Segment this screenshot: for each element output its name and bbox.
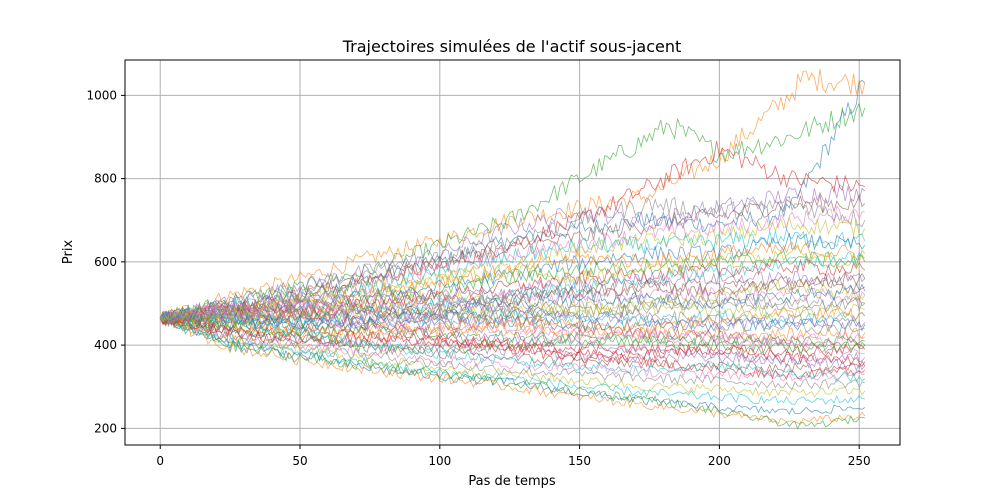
trajectory-line: [159, 304, 866, 380]
trajectory-line: [159, 271, 866, 324]
trajectory-line: [160, 312, 865, 390]
trajectory-line: [160, 296, 865, 335]
x-axis-label: Pas de temps: [468, 474, 556, 489]
trajectory-line: [159, 245, 866, 324]
plot-frame: [124, 59, 901, 446]
y-tick-label: 1000: [86, 88, 117, 102]
x-tick-label: 0: [156, 454, 164, 468]
y-tick-label: 800: [94, 172, 117, 186]
trajectory-line: [159, 314, 865, 430]
y-axis-label: Prix: [61, 240, 76, 265]
trajectory-line: [159, 251, 865, 325]
y-tick-label: 600: [94, 255, 117, 269]
trajectory-line: [159, 313, 866, 355]
trajectory-line: [159, 300, 865, 326]
trajectory-line: [160, 287, 866, 332]
trajectory-line: [160, 184, 866, 321]
trajectory-line: [159, 315, 866, 374]
series-group: [159, 68, 866, 430]
x-tick-label: 250: [848, 454, 871, 468]
x-tick-label: 150: [568, 454, 591, 468]
y-tick-label: 400: [94, 338, 117, 352]
trajectory-line: [159, 300, 866, 347]
trajectory-line: [160, 102, 866, 322]
x-tick-label: 100: [428, 454, 451, 468]
trajectory-line: [159, 79, 866, 321]
trajectory-line: [160, 315, 865, 382]
trajectory-line: [160, 317, 866, 425]
x-tick-label: 200: [708, 454, 731, 468]
x-tick-label: 50: [292, 454, 307, 468]
trajectory-line: [160, 250, 866, 324]
axis-ticks: 0 50 100 150 200 250 200 400 600 800 1000: [86, 88, 870, 468]
trajectory-line: [159, 315, 865, 349]
trajectory-line: [159, 297, 865, 336]
trajectory-line: [159, 311, 866, 383]
trajectory-line: [159, 68, 866, 321]
trajectory-line: [159, 316, 866, 367]
chart-title: Trajectoires simulées de l'actif sous-ja…: [342, 37, 682, 56]
trajectory-line: [160, 316, 866, 398]
y-tick-label: 200: [94, 421, 117, 435]
trajectory-line: [160, 196, 866, 324]
